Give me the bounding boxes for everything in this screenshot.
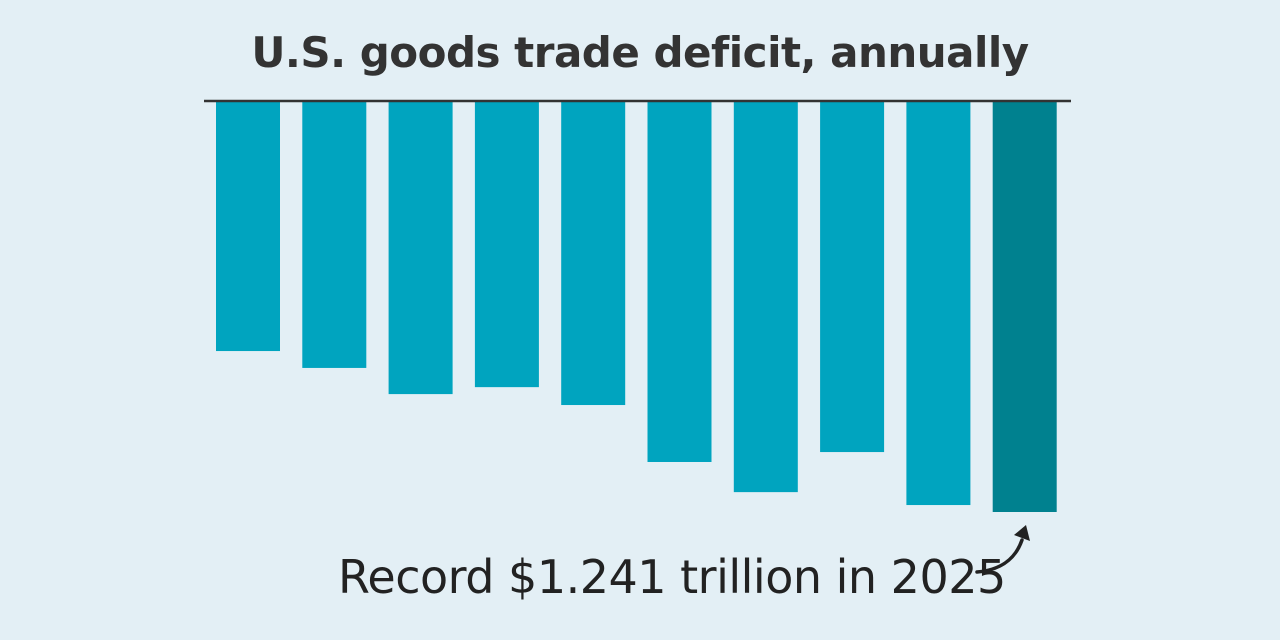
bar xyxy=(561,101,626,406)
arrow-icon xyxy=(975,525,1030,574)
bar xyxy=(388,101,453,395)
bar xyxy=(647,101,712,462)
bar xyxy=(906,101,971,506)
bar xyxy=(820,101,885,453)
bar xyxy=(733,101,798,493)
bar xyxy=(216,101,280,352)
chart-title: U.S. goods trade deficit, annually xyxy=(251,28,1029,77)
bar xyxy=(302,101,367,368)
bar xyxy=(474,101,539,388)
bar-highlight xyxy=(992,101,1057,512)
record-annotation: Record $1.241 trillion in 2025 xyxy=(338,550,1006,604)
